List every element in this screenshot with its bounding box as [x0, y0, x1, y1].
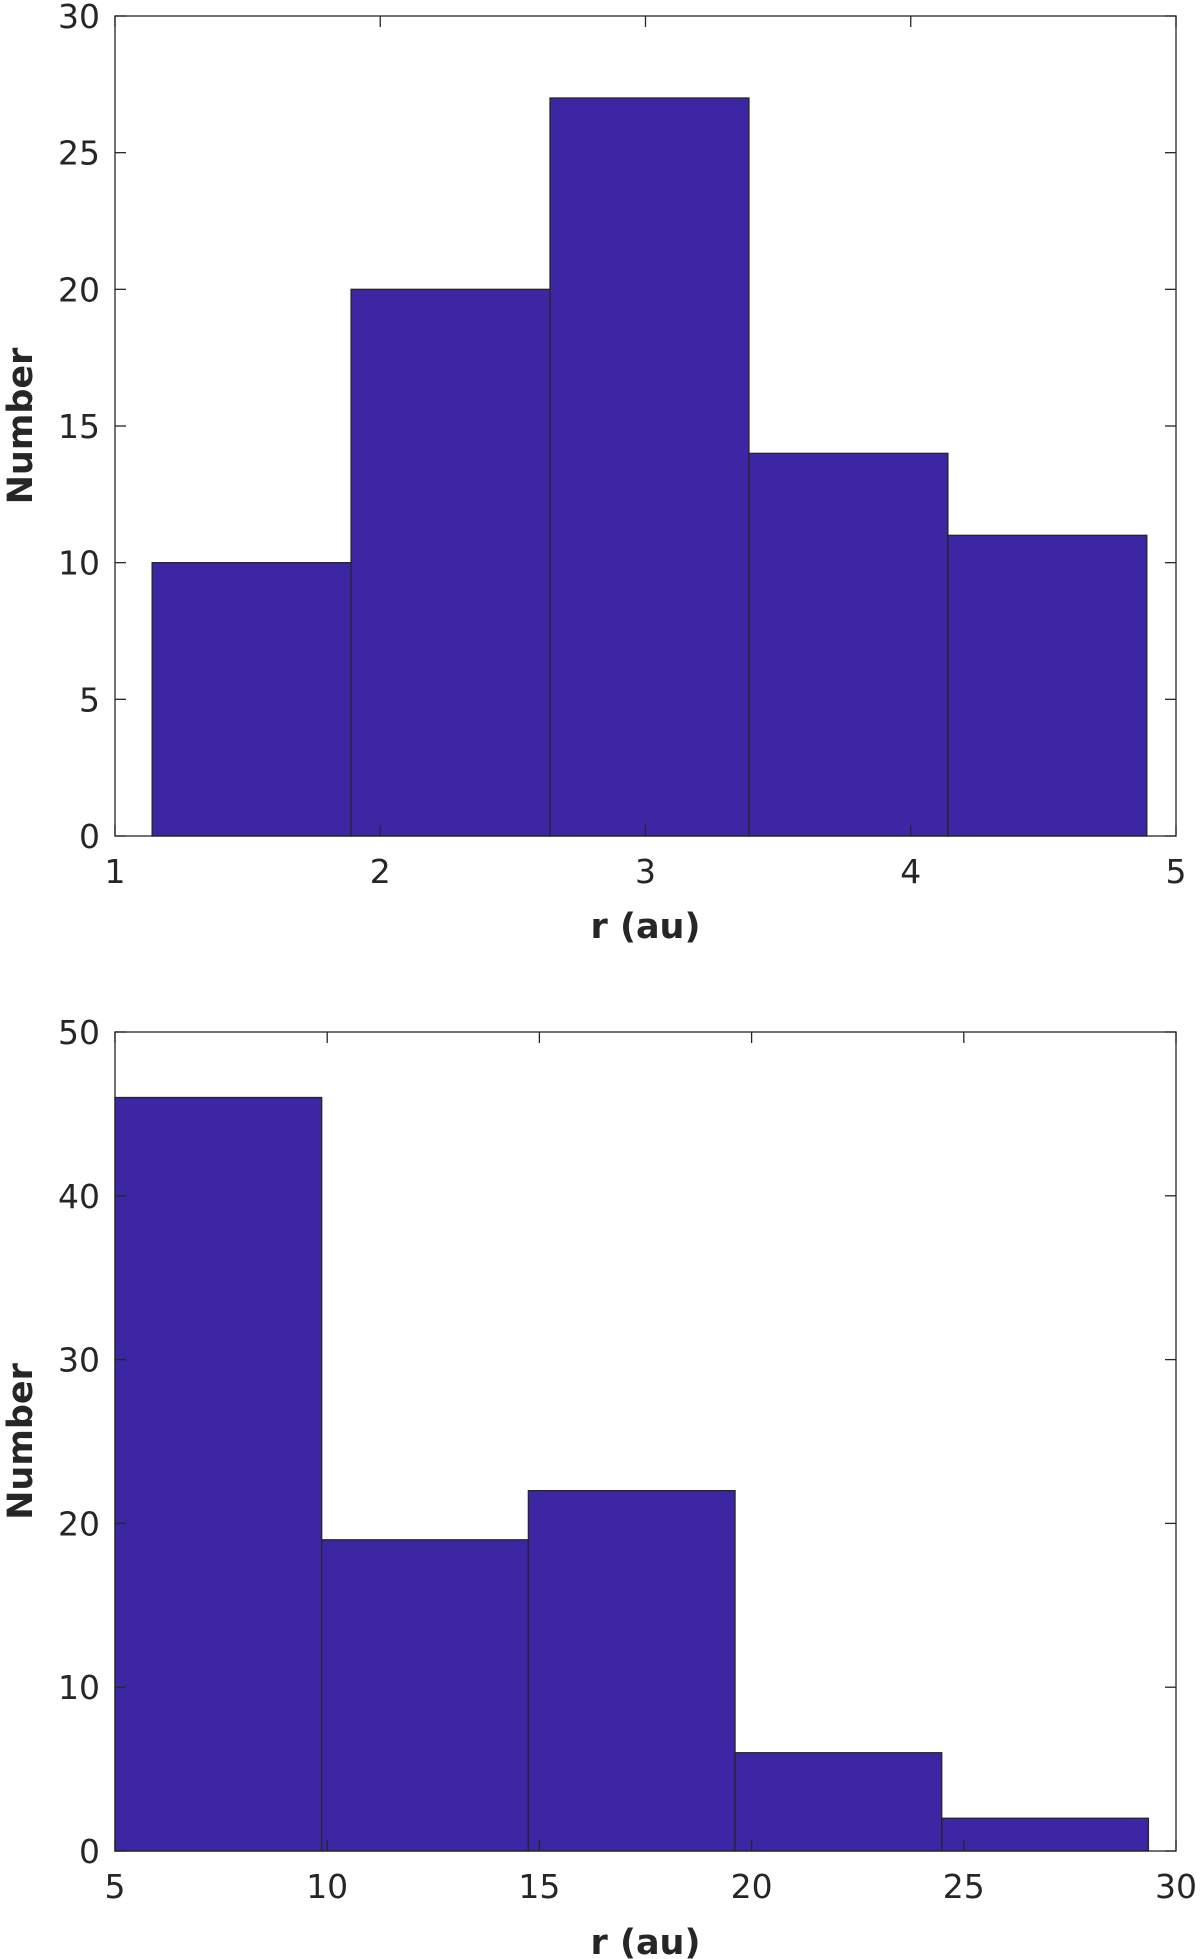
x-tick-label: 25 [943, 1867, 985, 1906]
histogram-bar [947, 534, 1148, 837]
y-tick-label: 0 [79, 817, 100, 856]
x-tick-label: 1 [105, 852, 126, 891]
histogram-bar [321, 1539, 530, 1852]
x-axis-label: r (au) [591, 907, 701, 947]
y-tick-label: 10 [58, 544, 100, 583]
y-axis-label: Number [1, 347, 41, 504]
x-tick-label: 3 [635, 852, 656, 891]
histogram-bar [527, 1489, 736, 1852]
y-tick-label: 10 [58, 1668, 100, 1707]
x-tick-label: 10 [306, 1867, 348, 1906]
histogram-bar [748, 452, 949, 837]
y-tick-label: 50 [58, 1013, 100, 1052]
y-tick-label: 25 [58, 134, 100, 173]
y-tick-label: 30 [58, 0, 100, 36]
x-tick-label: 30 [1155, 1867, 1197, 1906]
plot-area-border [114, 1031, 1177, 1852]
histogram-bar [734, 1752, 943, 1852]
y-tick-label: 15 [58, 407, 100, 446]
histogram-bar [941, 1817, 1150, 1852]
y-tick-label: 5 [79, 680, 100, 719]
y-tick-label: 40 [58, 1177, 100, 1216]
y-axis-label: Number [1, 1362, 41, 1519]
histogram-panel-bottom: 5 10 15 20 25 30 0 10 20 30 40 50 r (au) Number [1, 1013, 1197, 1959]
y-tick-label: 20 [58, 270, 100, 309]
x-tick-label: 15 [518, 1867, 560, 1906]
x-tick-label: 5 [105, 1867, 126, 1906]
x-tick-label: 20 [731, 1867, 773, 1906]
x-tick-label: 2 [370, 852, 391, 891]
y-tick-label: 30 [58, 1341, 100, 1380]
y-tick-label: 20 [58, 1504, 100, 1543]
histogram-bar [549, 97, 750, 837]
histogram-bar [350, 288, 551, 837]
x-tick-label: 4 [900, 852, 921, 891]
histogram-panel-top: 1 2 3 4 5 0 5 10 15 20 25 30 r (au) Number [1, 0, 1187, 947]
x-axis-label: r (au) [591, 1923, 701, 1959]
x-tick-label: 5 [1166, 852, 1187, 891]
histogram-bar [151, 562, 352, 837]
y-tick-label: 0 [79, 1832, 100, 1871]
histogram-bar [114, 1096, 323, 1852]
